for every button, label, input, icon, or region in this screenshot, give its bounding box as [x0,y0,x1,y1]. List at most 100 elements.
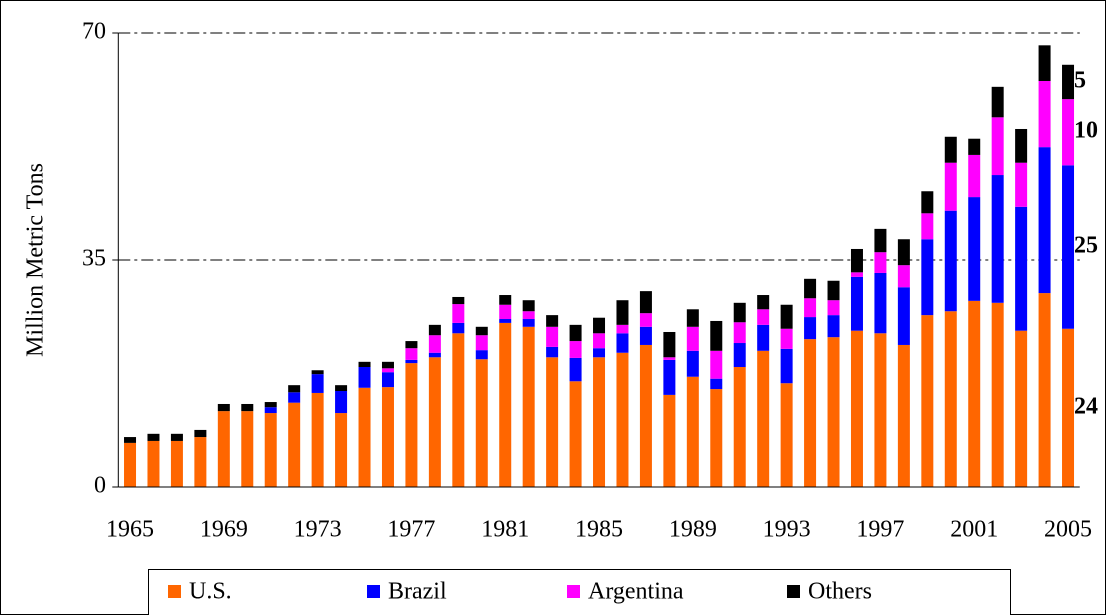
bar-segment [170,440,183,487]
bar-segment [780,328,793,349]
bar-segment [428,352,441,358]
bar-segment [499,322,512,487]
bar-segment [288,402,301,487]
bar-segment [1015,330,1028,487]
bar-segment [686,350,699,377]
bar-segment [804,278,817,299]
bar-segment [1062,99,1075,166]
bar-segment [1062,328,1075,487]
bar-segment [616,352,629,487]
bar-segment [850,276,863,331]
bar-segment [194,429,207,438]
bar-segment [358,361,371,368]
bar-segment [874,252,887,273]
bar-segment [311,374,324,393]
bar-segment [428,324,441,336]
bar-segment [944,136,957,163]
bar-segment [405,341,418,349]
bar-segment [757,350,770,487]
bar-segment [710,378,723,390]
bar-segment [311,392,324,487]
y-axis-label: Million Metric Tons [23,163,49,357]
bar-segment [827,337,840,487]
bar-segment [968,154,981,198]
bar-segment [757,324,770,351]
bar-segment [311,370,324,375]
bar-segment [944,162,957,211]
bar-segment [593,317,606,334]
bar-segment [452,304,465,323]
bar-segment [405,359,418,364]
bar-segment [428,335,441,353]
bar-segment [475,359,488,487]
bar-segment [921,191,934,214]
bar-segment [475,335,488,351]
bar-segment [381,387,394,487]
y-tick-label: 35 [82,246,106,272]
bar-segment [124,437,137,443]
bar-segment [921,239,934,316]
x-tick-label: 2001 [950,517,998,543]
bar-segment [124,442,137,487]
value-label: 24 [1074,393,1098,419]
bar-segment [686,376,699,487]
bar-segment [335,385,348,392]
bar-segment [522,326,535,487]
bar-segment [663,357,676,360]
bar-segment [264,402,277,408]
bar-segment [335,391,348,414]
value-label: 25 [1074,233,1098,259]
bar-segment [217,403,230,412]
bar-segment [616,333,629,353]
value-label: 10 [1074,118,1098,144]
legend-label: Argentina [588,579,684,605]
bar-segment [944,311,957,487]
bar-segment [968,197,981,301]
bar-segment [733,302,746,323]
bar-segment [968,138,981,155]
legend-label: U.S. [189,579,232,605]
bar-segment [1038,293,1051,487]
bar-segment [1038,45,1051,81]
bar-segment [593,348,606,358]
value-label: 5 [1074,67,1086,93]
bar-segment [452,322,465,334]
bar-segment [991,117,1004,176]
bar-segment [499,295,512,305]
bar-segment [405,363,418,487]
bar-segment [663,331,676,358]
bar-segment [593,333,606,349]
bar-segment [757,295,770,310]
bar-segment [405,348,418,360]
bar-segment [804,298,817,318]
bar-segment [780,304,793,329]
bar-segment [780,383,793,487]
bar-segment [522,311,535,320]
bar-segment [499,319,512,323]
bar-segment [264,413,277,487]
bar-segment [733,367,746,487]
bar-segment [639,344,652,487]
bar-segment [897,265,910,288]
bar-segment [593,357,606,487]
bar-segment [733,343,746,368]
bar-segment [710,389,723,487]
bar-segment [381,361,394,369]
bar-segment [897,344,910,487]
bar-segment [827,280,840,301]
bar-segment [475,326,488,336]
bar-segment [170,433,183,441]
bar-segment [288,392,301,403]
bar-segment [475,350,488,360]
x-tick-label: 1973 [294,517,342,543]
bar-segment [710,350,723,379]
bar-segment [452,333,465,487]
bar-segment [546,357,559,487]
bar-segment [804,339,817,487]
bar-segment [686,326,699,351]
bar-segment [569,341,582,358]
bar-segment [850,330,863,487]
bar-segment [639,313,652,327]
